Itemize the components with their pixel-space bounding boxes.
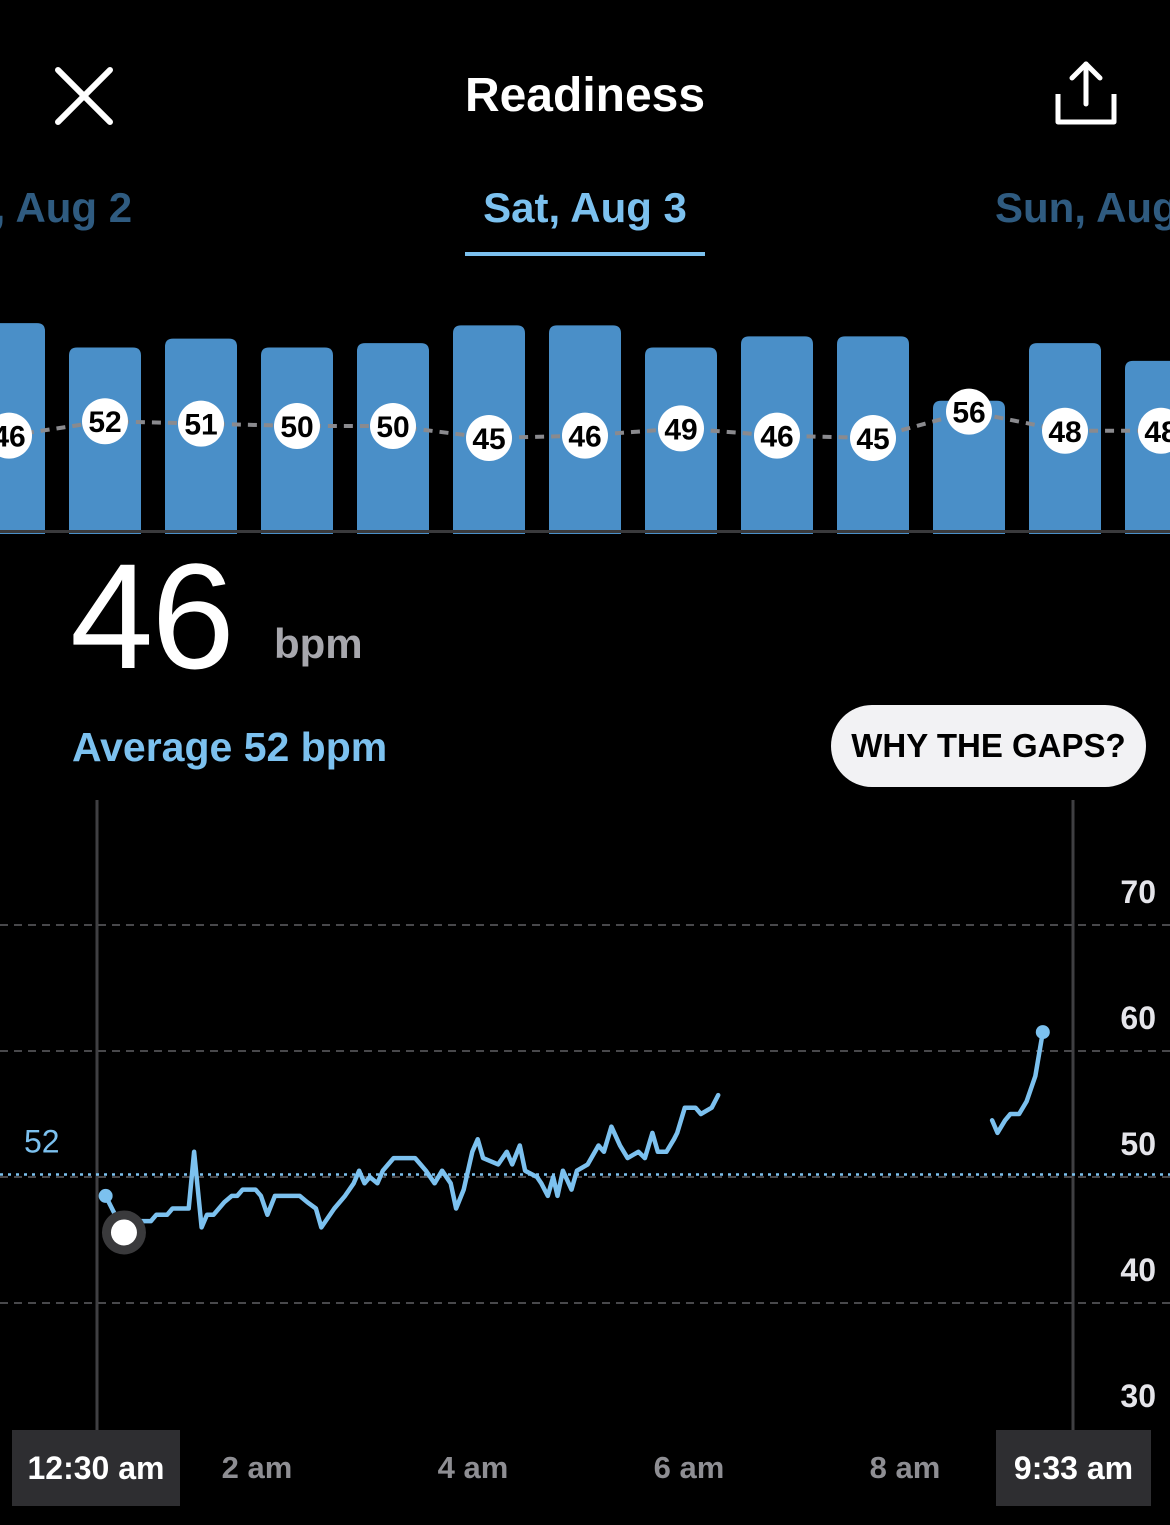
selected-tab-indicator <box>465 252 705 256</box>
average-line-label: 52 <box>24 1123 60 1159</box>
night-value-marker <box>658 405 704 452</box>
share-icon <box>1055 61 1117 125</box>
night-value-marker <box>946 388 992 435</box>
night-value-label: 45 <box>856 423 889 456</box>
heart-rate-line <box>989 1029 1046 1136</box>
night-value-marker <box>466 415 512 461</box>
night-value-marker <box>754 412 800 459</box>
night-value-label: 46 <box>0 421 26 454</box>
heart-rate-unit: bpm <box>274 620 363 667</box>
night-value-marker <box>82 398 128 445</box>
average-heart-rate: Average 52 bpm <box>72 724 388 770</box>
y-tick-label: 60 <box>1120 1000 1156 1036</box>
time-tick: 6 am <box>653 1450 725 1485</box>
header: Readiness <box>0 0 1170 180</box>
date-tabs: Fri, Aug 2 Sat, Aug 3 Sun, Aug 4 <box>0 180 1170 262</box>
date-tab-prev[interactable]: Fri, Aug 2 <box>0 184 132 232</box>
nightly-bar-strip[interactable]: 46 52 51 50 50 45 46 49 46 45 56 48 48 <box>0 280 1170 534</box>
date-tab-current-label: Sat, Aug 3 <box>483 184 687 231</box>
time-tick: 2 am <box>221 1450 293 1485</box>
date-tab-prev-label: Fri, Aug 2 <box>0 184 133 231</box>
y-tick-label: 70 <box>1120 874 1156 910</box>
heart-rate-chart-svg[interactable]: 70 60 50 40 30 52 <box>0 795 1170 1430</box>
y-tick-label: 40 <box>1120 1252 1156 1288</box>
time-tick: 4 am <box>437 1450 509 1485</box>
night-value-label: 48 <box>1048 416 1081 449</box>
y-tick-label: 50 <box>1120 1126 1156 1162</box>
night-value-label: 50 <box>280 411 313 444</box>
night-value-marker <box>274 403 320 449</box>
night-value-label: 50 <box>376 411 409 444</box>
night-value-marker <box>0 412 32 459</box>
night-value-marker <box>178 400 224 447</box>
time-tick: 8 am <box>869 1450 941 1485</box>
night-value-label: 45 <box>472 423 505 456</box>
night-value-label: 49 <box>664 413 697 446</box>
share-button[interactable] <box>1050 58 1122 130</box>
heart-rate-line <box>103 1092 721 1235</box>
night-value-label: 51 <box>184 409 217 442</box>
why-the-gaps-button[interactable]: WHY THE GAPS? <box>831 705 1146 787</box>
night-value-label: 46 <box>760 421 793 454</box>
night-value-marker <box>370 403 416 449</box>
heart-rate-chart[interactable]: 70 60 50 40 30 52 <box>0 795 1170 1430</box>
date-tab-next-label: Sun, Aug 4 <box>995 184 1170 231</box>
divider <box>0 530 1170 533</box>
close-button[interactable] <box>52 64 116 128</box>
page-title: Readiness <box>464 69 706 122</box>
close-icon <box>55 67 113 125</box>
night-value-marker <box>1138 407 1170 454</box>
night-value-marker <box>562 412 608 459</box>
date-tab-next[interactable]: Sun, Aug 4 <box>995 184 1170 232</box>
night-value-marker <box>850 415 896 461</box>
y-tick-label: 30 <box>1120 1378 1156 1414</box>
night-value-marker <box>1042 407 1088 454</box>
date-tab-current[interactable]: Sat, Aug 3 <box>465 184 705 232</box>
night-value-label: 48 <box>1144 416 1170 449</box>
night-value-label: 52 <box>88 406 121 439</box>
time-start-label[interactable]: 12:30 am <box>12 1430 180 1506</box>
lowest-heart-rate-value: 46 <box>70 532 235 700</box>
nightly-bar-chart[interactable]: 46 52 51 50 50 45 46 49 46 45 56 48 48 <box>0 280 1170 534</box>
time-end-label[interactable]: 9:33 am <box>996 1430 1151 1506</box>
series-end-point <box>1035 1025 1050 1040</box>
series-start-point <box>98 1188 113 1203</box>
night-value-label: 46 <box>568 421 601 454</box>
time-axis: 12:30 am 2 am 4 am 6 am 8 am 9:33 am <box>0 1430 1170 1506</box>
selected-point[interactable] <box>110 1219 137 1246</box>
night-bar[interactable] <box>933 400 1005 534</box>
night-value-label: 56 <box>952 397 985 430</box>
